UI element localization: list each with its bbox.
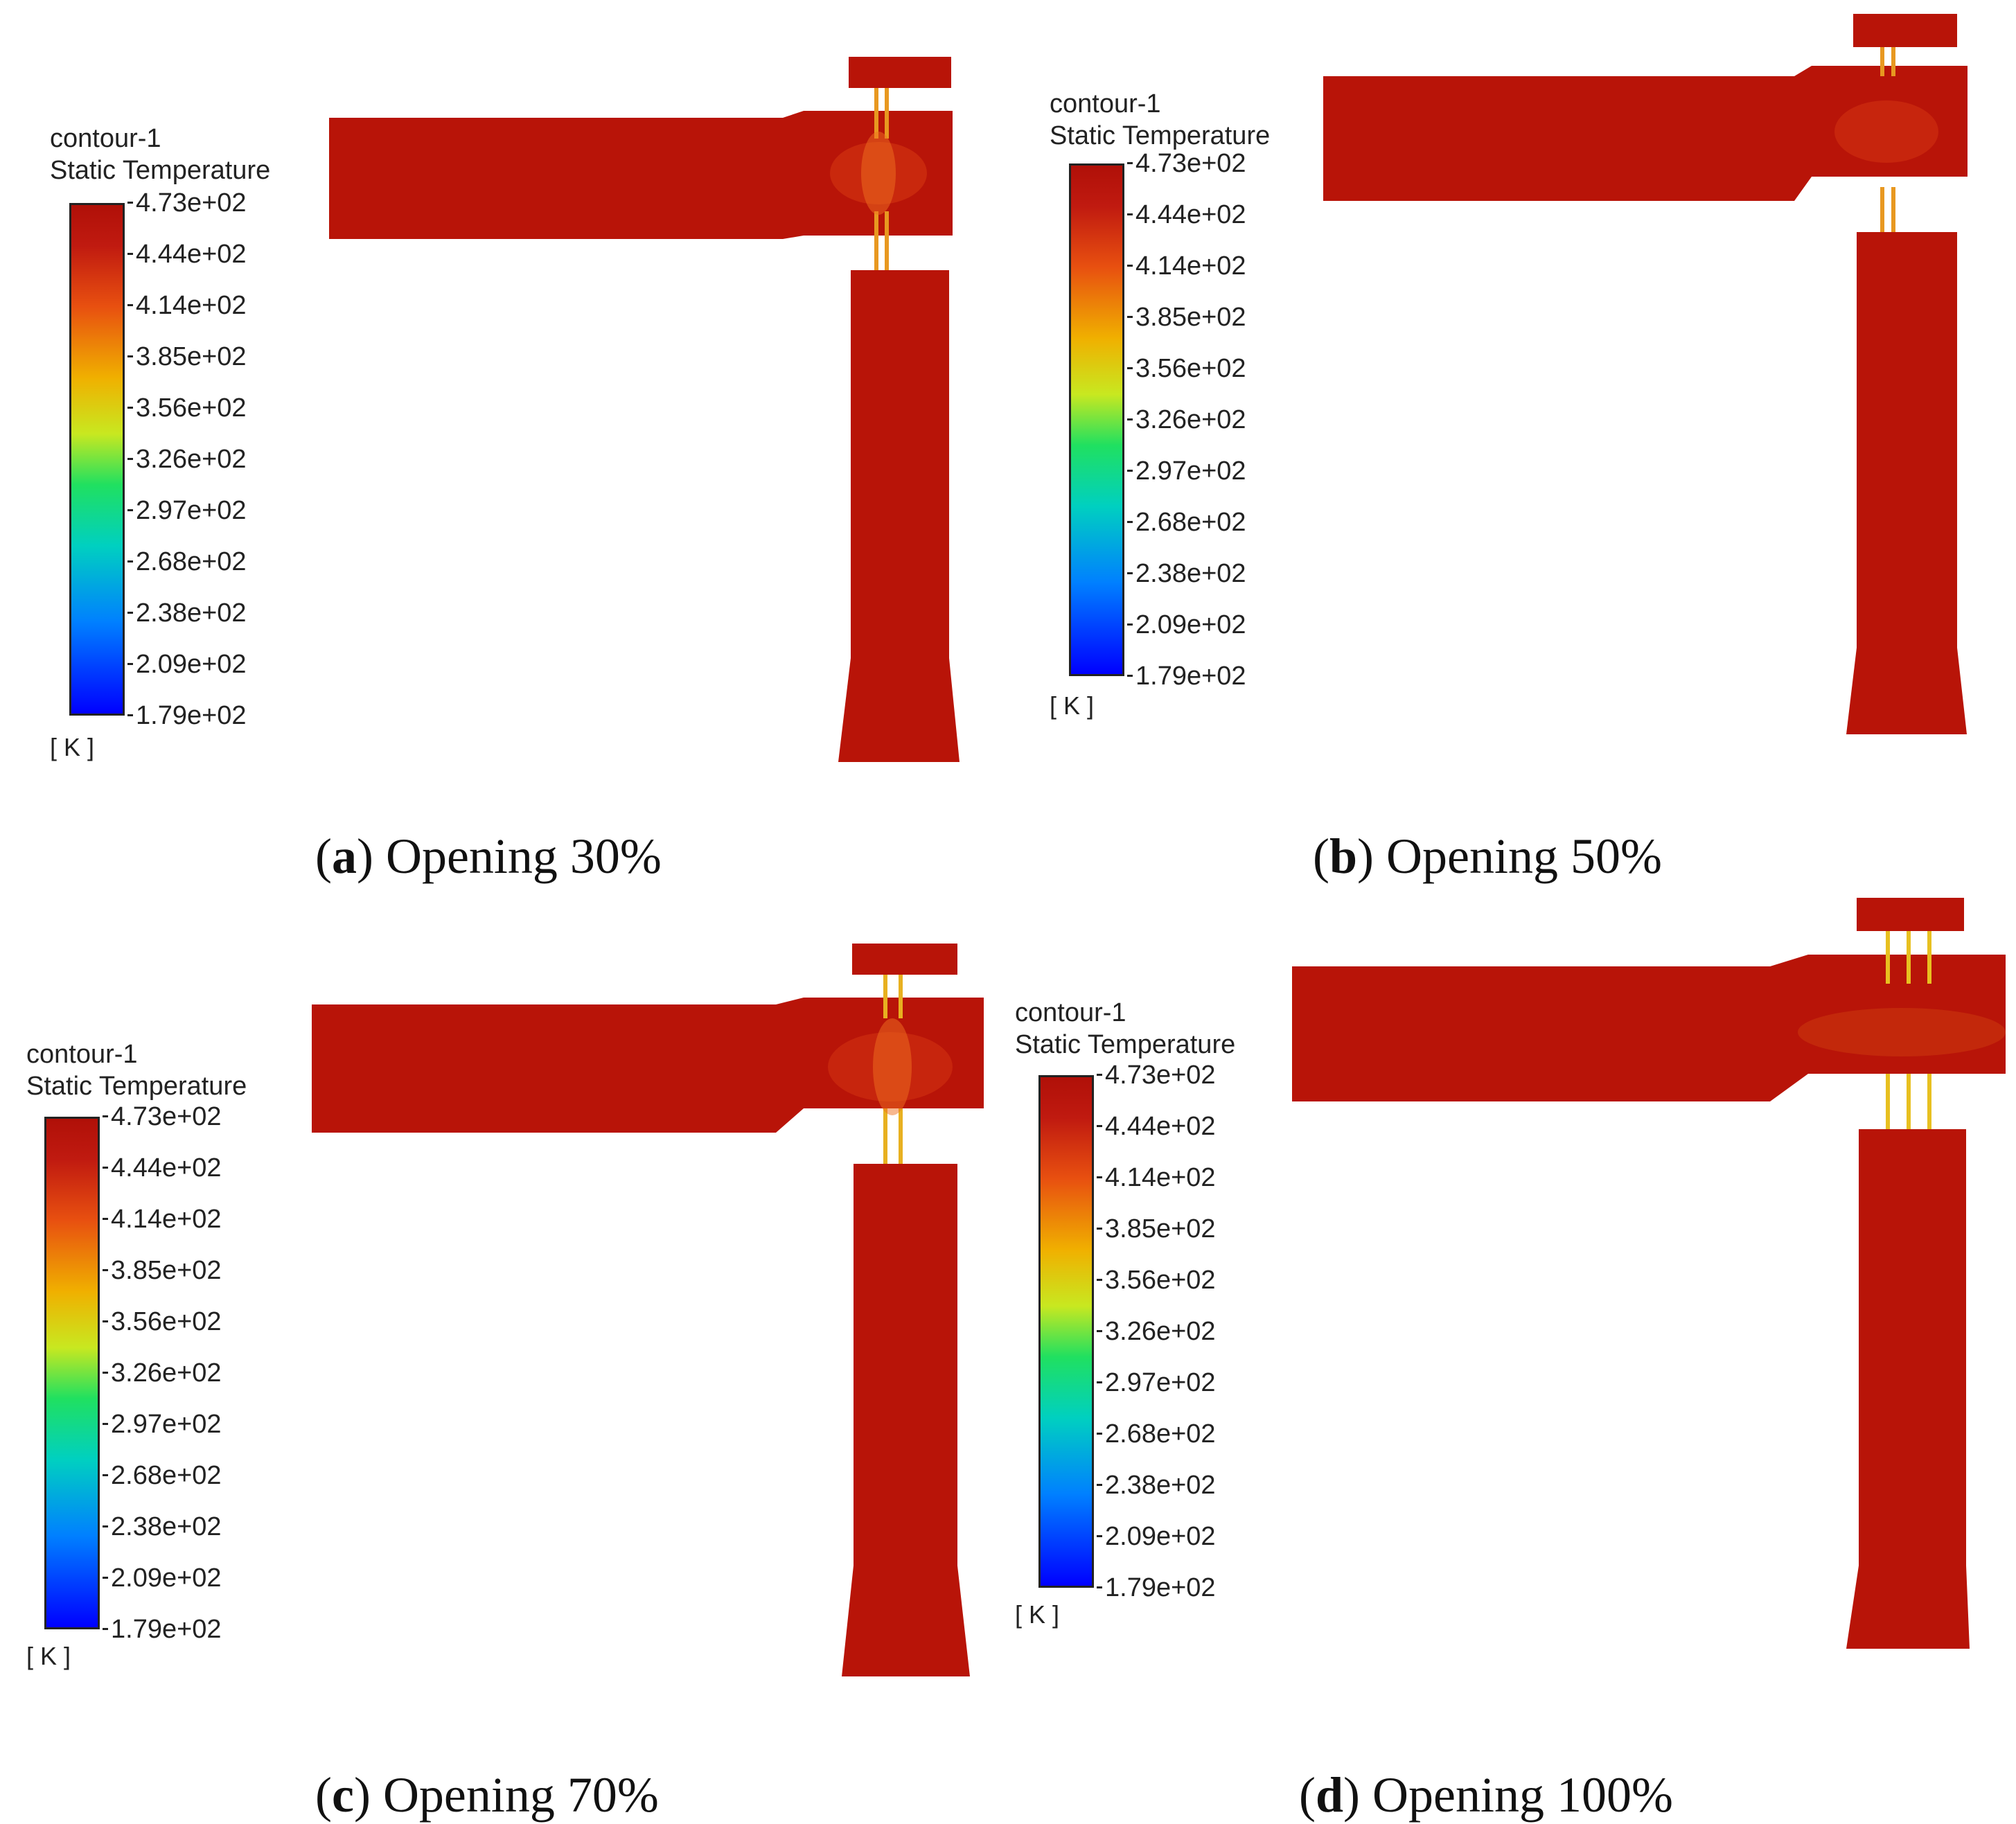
- panel-c: contour-1 Static Temperature 4.73e+02 4.4…: [0, 901, 1008, 1823]
- tick-label: 4.73e+02: [127, 188, 247, 218]
- tick-label: 4.44e+02: [103, 1153, 222, 1183]
- tick-label: 2.97e+02: [1097, 1368, 1216, 1397]
- tick-label: 2.38e+02: [103, 1512, 222, 1541]
- tick-label: 2.97e+02: [1127, 457, 1246, 486]
- tick-label: 1.79e+02: [1127, 662, 1246, 691]
- colorbar: [44, 1117, 100, 1629]
- tick-label: 2.68e+02: [103, 1461, 222, 1490]
- colorbar: [1038, 1075, 1094, 1588]
- caption-c: (c) Opening 70%: [315, 1767, 659, 1823]
- tick-label: 3.85e+02: [127, 342, 247, 371]
- panel-b: contour-1 Static Temperature 4.73e+02 4.4…: [1008, 0, 2016, 901]
- tick-label: 2.97e+02: [103, 1410, 222, 1439]
- tick-label: 4.44e+02: [1127, 200, 1246, 229]
- tick-label: 4.14e+02: [103, 1205, 222, 1234]
- caption-a: (a) Opening 30%: [315, 829, 662, 884]
- tick-label: 3.85e+02: [1127, 303, 1246, 332]
- tick-label: 2.09e+02: [1097, 1522, 1216, 1551]
- legend-subtitle: Static Temperature: [26, 1072, 247, 1101]
- panel-d: contour-1 Static Temperature 4.73e+02 4.4…: [1008, 898, 2016, 1823]
- tick-label: 4.14e+02: [1097, 1163, 1216, 1192]
- caption-d: (d) Opening 100%: [1299, 1767, 1673, 1823]
- legend-subtitle: Static Temperature: [50, 156, 271, 185]
- tick-label: 3.26e+02: [1127, 405, 1246, 434]
- legend-title: contour-1: [50, 124, 161, 153]
- panel-a: contour-1 Static Temperature 4.73e+02 4.4…: [0, 0, 1008, 901]
- legend-title: contour-1: [1050, 89, 1161, 118]
- tick-label: 2.68e+02: [1097, 1419, 1216, 1449]
- tick-label: 3.56e+02: [1127, 354, 1246, 383]
- legend-subtitle: Static Temperature: [1050, 121, 1271, 150]
- unit-label: [ K ]: [1015, 1600, 1060, 1629]
- tick-label: 2.09e+02: [1127, 610, 1246, 639]
- unit-label: [ K ]: [50, 733, 95, 761]
- geometry-contour: [1323, 14, 1968, 734]
- tick-label: 4.73e+02: [103, 1102, 222, 1131]
- tick-label: 1.79e+02: [103, 1615, 222, 1644]
- tick-label: 4.44e+02: [1097, 1112, 1216, 1141]
- tick-label: 2.38e+02: [1127, 559, 1246, 588]
- tick-label: 2.38e+02: [127, 599, 247, 628]
- tick-label: 4.14e+02: [127, 291, 247, 320]
- tick-label: 3.85e+02: [103, 1256, 222, 1285]
- tick-label: 3.26e+02: [1097, 1317, 1216, 1346]
- geometry-contour: [329, 57, 960, 762]
- tick-label: 2.97e+02: [127, 496, 247, 525]
- tick-label: 3.56e+02: [103, 1307, 222, 1336]
- colorbar: [69, 203, 125, 716]
- tick-label: 1.79e+02: [127, 701, 247, 730]
- tick-label: 2.09e+02: [127, 650, 247, 679]
- tick-label: 3.85e+02: [1097, 1214, 1216, 1243]
- legend-title: contour-1: [26, 1040, 138, 1069]
- tick-label: 2.09e+02: [103, 1564, 222, 1593]
- tick-label: 3.56e+02: [1097, 1266, 1216, 1295]
- tick-label: 4.14e+02: [1127, 251, 1246, 281]
- geometry-contour: [312, 944, 984, 1676]
- caption-b: (b) Opening 50%: [1313, 829, 1662, 884]
- tick-label: 2.68e+02: [127, 547, 247, 576]
- unit-label: [ K ]: [26, 1642, 71, 1670]
- tick-label: 3.26e+02: [103, 1358, 222, 1388]
- unit-label: [ K ]: [1050, 691, 1095, 720]
- tick-label: 4.73e+02: [1127, 149, 1246, 178]
- colorbar: [1069, 163, 1124, 676]
- tick-label: 1.79e+02: [1097, 1573, 1216, 1602]
- tick-label: 2.38e+02: [1097, 1471, 1216, 1500]
- tick-label: 4.44e+02: [127, 240, 247, 269]
- legend-subtitle: Static Temperature: [1015, 1030, 1236, 1059]
- geometry-contour: [1292, 898, 2006, 1649]
- tick-label: 3.26e+02: [127, 445, 247, 474]
- tick-label: 3.56e+02: [127, 393, 247, 423]
- legend-title: contour-1: [1015, 998, 1126, 1027]
- tick-label: 2.68e+02: [1127, 508, 1246, 537]
- tick-label: 4.73e+02: [1097, 1061, 1216, 1090]
